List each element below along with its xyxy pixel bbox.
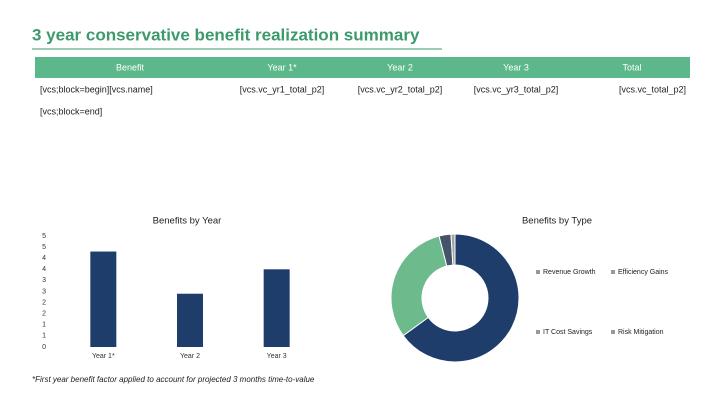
table-cell: [vcs.vc_yr1_total_p2] — [240, 84, 325, 94]
y-tick-label: 0 — [42, 344, 46, 351]
legend-swatch — [611, 330, 615, 334]
bar — [263, 269, 290, 347]
legend-label: Risk Mitigation — [618, 329, 664, 336]
legend-swatch — [611, 270, 615, 274]
bar — [90, 251, 117, 347]
donut-slice — [390, 235, 448, 337]
title: 3 year conservative benefit realization … — [32, 25, 420, 44]
y-tick-label: 1 — [42, 322, 46, 329]
table-cell: [vcs.vc_total_p2] — [619, 84, 686, 94]
chart-title: Benefits by Year — [153, 216, 222, 227]
table-cell: [vcs.vc_yr2_total_p2] — [358, 84, 443, 94]
chart-title: Benefits by Type — [522, 216, 592, 227]
y-tick-label: 5 — [42, 244, 46, 251]
legend-swatch — [536, 270, 540, 274]
bar — [177, 293, 203, 347]
y-tick-label: 2 — [42, 311, 46, 318]
legend-swatch — [536, 330, 540, 334]
column-header: Total — [622, 62, 641, 72]
table-header — [35, 57, 690, 78]
column-header: Benefit — [116, 62, 145, 72]
legend-label: Revenue Growth — [543, 269, 596, 276]
legend-label: IT Cost Savings — [543, 329, 593, 336]
donut-slice — [402, 233, 520, 363]
column-header: Year 3 — [503, 62, 529, 72]
y-tick-label: 4 — [42, 255, 46, 262]
y-tick-label: 1 — [42, 333, 46, 340]
donut-slice — [450, 233, 456, 266]
column-header: Year 1* — [267, 62, 297, 72]
footnote: *First year benefit factor applied to ac… — [32, 375, 315, 384]
legend-label: Efficiency Gains — [618, 269, 669, 276]
x-tick-label: Year 3 — [267, 353, 287, 360]
y-tick-label: 4 — [42, 266, 46, 273]
block-end: [vcs;block=end] — [40, 106, 102, 116]
table-cell: [vcs.vc_yr3_total_p2] — [474, 84, 559, 94]
column-header: Year 2 — [387, 62, 413, 72]
y-tick-label: 3 — [42, 277, 46, 284]
y-tick-label: 5 — [42, 233, 46, 240]
y-tick-label: 2 — [42, 299, 46, 306]
y-tick-label: 3 — [42, 288, 46, 295]
x-tick-label: Year 2 — [180, 353, 200, 360]
table-cell: [vcs;block=begin][vcs.name] — [40, 84, 153, 94]
x-tick-label: Year 1* — [92, 353, 115, 360]
